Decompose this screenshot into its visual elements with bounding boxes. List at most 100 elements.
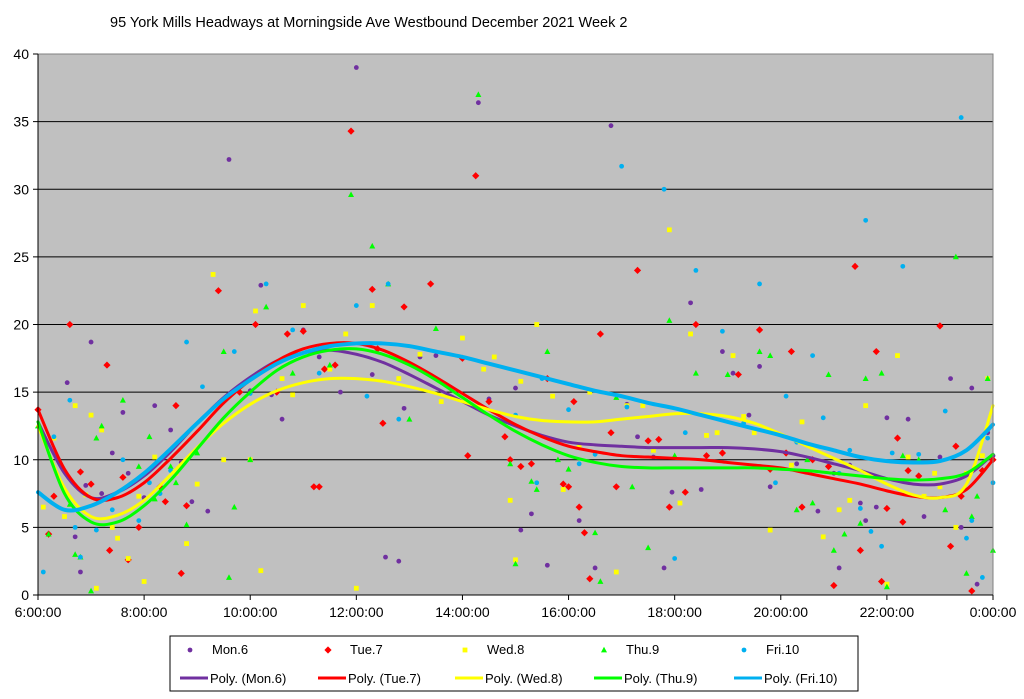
data-point	[755, 326, 764, 334]
data-point	[872, 347, 880, 356]
data-point	[152, 403, 158, 409]
data-point	[932, 470, 938, 476]
y-tick-label: 40	[13, 46, 29, 62]
data-point	[669, 489, 675, 495]
data-point	[433, 353, 439, 359]
data-point	[879, 543, 884, 549]
legend: Mon.6 Tue.7 Wed.8 Thu.9 Fri.10 Poly. (Mon.6) P…	[169, 635, 859, 692]
data-point	[984, 375, 991, 381]
data-point	[883, 583, 890, 590]
data-point	[136, 518, 142, 524]
data-point	[692, 369, 699, 376]
data-point	[106, 546, 114, 554]
data-point	[141, 579, 147, 584]
data-point	[633, 266, 642, 274]
data-point	[83, 483, 89, 488]
data-point	[472, 172, 480, 180]
data-point	[172, 402, 180, 410]
data-point	[836, 507, 842, 513]
x-tick-label: 0:00:00	[970, 604, 1017, 620]
data-point	[645, 544, 652, 551]
data-point	[348, 191, 355, 198]
data-point	[383, 554, 388, 560]
data-point	[93, 527, 99, 533]
data-point	[385, 281, 391, 287]
data-point	[517, 462, 525, 471]
data-point	[672, 556, 678, 561]
data-point	[952, 442, 960, 450]
data-point	[62, 514, 67, 519]
data-point	[900, 263, 906, 269]
data-point	[825, 371, 832, 377]
data-point	[72, 534, 78, 540]
data-point	[815, 508, 821, 514]
data-point	[45, 530, 52, 537]
data-point	[596, 330, 604, 338]
y-tick-label: 35	[13, 114, 29, 130]
data-point	[316, 354, 322, 360]
y-tick-label: 0	[21, 587, 29, 603]
data-point	[78, 569, 83, 575]
trendlines	[36, 341, 995, 527]
data-point	[518, 527, 524, 533]
data-point	[369, 372, 375, 377]
data-point	[698, 487, 704, 492]
data-point	[964, 535, 969, 541]
x-tick-label: 14:00:00	[435, 604, 490, 620]
data-point	[66, 320, 74, 329]
data-point	[985, 435, 991, 441]
data-point	[290, 392, 296, 398]
data-point	[613, 394, 620, 400]
data-point	[182, 502, 191, 510]
data-point	[968, 513, 975, 519]
legend-marker	[601, 646, 607, 653]
data-point	[183, 521, 190, 528]
x-tick-label: 10:00:00	[223, 604, 278, 620]
data-point	[40, 569, 46, 575]
data-point	[263, 281, 269, 287]
data-point	[730, 370, 736, 376]
data-point	[119, 397, 126, 403]
data-point	[857, 500, 863, 506]
data-point	[559, 480, 567, 488]
data-point	[125, 470, 131, 476]
data-point	[544, 562, 550, 568]
data-point	[937, 454, 943, 460]
data-point	[624, 404, 630, 410]
data-point	[899, 452, 906, 459]
data-point	[905, 416, 911, 422]
x-tick-label: 12:00:00	[329, 604, 384, 620]
data-point	[184, 541, 189, 547]
x-tick-label: 20:00:00	[754, 604, 809, 620]
data-point	[258, 282, 264, 288]
data-point	[99, 427, 105, 433]
data-point	[550, 393, 556, 399]
y-tick-label: 15	[13, 384, 29, 400]
data-point	[438, 399, 444, 404]
data-point	[724, 371, 731, 377]
data-point	[857, 506, 863, 511]
data-point	[544, 348, 551, 354]
data-point	[417, 351, 423, 357]
data-point	[533, 486, 540, 492]
data-point	[512, 560, 519, 567]
data-point	[644, 437, 652, 445]
data-point	[72, 524, 78, 530]
data-point	[87, 480, 95, 488]
data-point	[109, 524, 115, 530]
data-point	[168, 427, 174, 433]
data-point	[612, 483, 620, 491]
data-point	[575, 503, 583, 511]
data-point	[518, 378, 524, 384]
data-point	[406, 415, 413, 422]
data-point	[688, 300, 693, 306]
data-point	[677, 500, 683, 506]
data-point	[564, 483, 573, 491]
data-point	[857, 520, 864, 526]
data-point	[331, 361, 339, 369]
data-point	[109, 450, 115, 456]
data-point	[741, 414, 747, 419]
data-point	[629, 483, 636, 490]
data-point	[682, 430, 688, 436]
